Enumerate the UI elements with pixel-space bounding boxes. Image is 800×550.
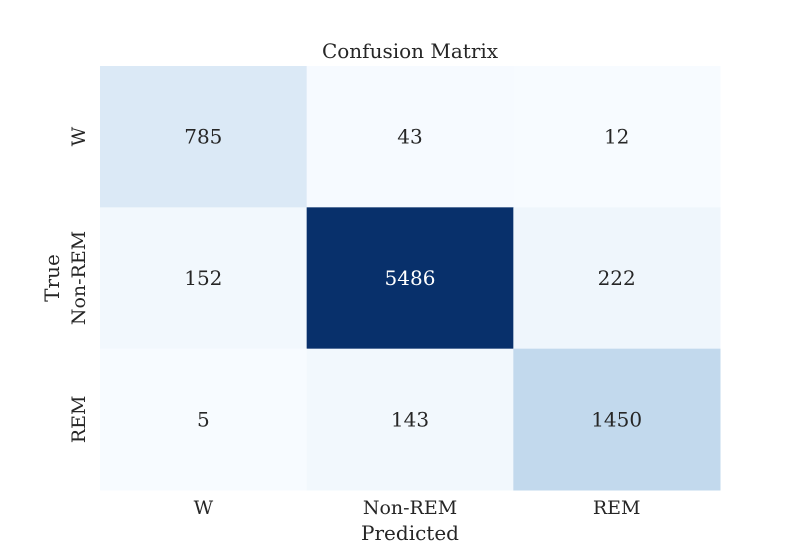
- x-tick-labels: W Non-REM REM: [194, 497, 641, 519]
- heatmap-cell-r0-c0: [100, 66, 308, 208]
- y-tick-label-1: Non-REM: [68, 231, 90, 325]
- cell-value-label-r2-c0: 5: [197, 407, 210, 431]
- heatmap-cell-r1-c0: [100, 207, 308, 350]
- cell-value-label-r2-c2: 1450: [591, 407, 642, 431]
- x-tick-label-2: REM: [593, 497, 641, 519]
- x-tick-label-1: Non-REM: [363, 497, 457, 519]
- cell-value-label-r1-c0: 152: [184, 266, 222, 290]
- cell-value-label-r0-c1: 43: [397, 125, 422, 149]
- heatmap-cell-r0-c2: [513, 66, 721, 208]
- heatmap-cell-r2-c2: [513, 348, 721, 491]
- heatmap-cell-r2-c1: [306, 348, 514, 491]
- heatmap-cells: 785 43 12 152 5486 222 5 143 1450: [100, 66, 721, 491]
- heatmap-cell-r1-c1: [306, 207, 514, 350]
- y-axis-label: True: [40, 254, 64, 302]
- y-tick-label-0: W: [68, 126, 90, 146]
- heatmap-cell-r2-c0: [100, 348, 308, 491]
- chart-title: Confusion Matrix: [322, 39, 499, 63]
- x-tick-label-0: W: [194, 497, 214, 519]
- cell-value-label-r2-c1: 143: [391, 407, 429, 431]
- y-tick-labels: W Non-REM REM: [68, 126, 90, 443]
- cell-value-label-r0-c0: 785: [184, 125, 222, 149]
- heatmap-cell-r1-c2: [513, 207, 721, 350]
- heatmap-cell-r0-c1: [306, 66, 514, 208]
- cell-value-label-r0-c2: 12: [604, 125, 629, 149]
- x-axis-label: Predicted: [361, 521, 459, 545]
- cell-value-label-r1-c1: 5486: [385, 266, 436, 290]
- cell-value-label-r1-c2: 222: [598, 266, 636, 290]
- y-tick-label-2: REM: [68, 396, 90, 444]
